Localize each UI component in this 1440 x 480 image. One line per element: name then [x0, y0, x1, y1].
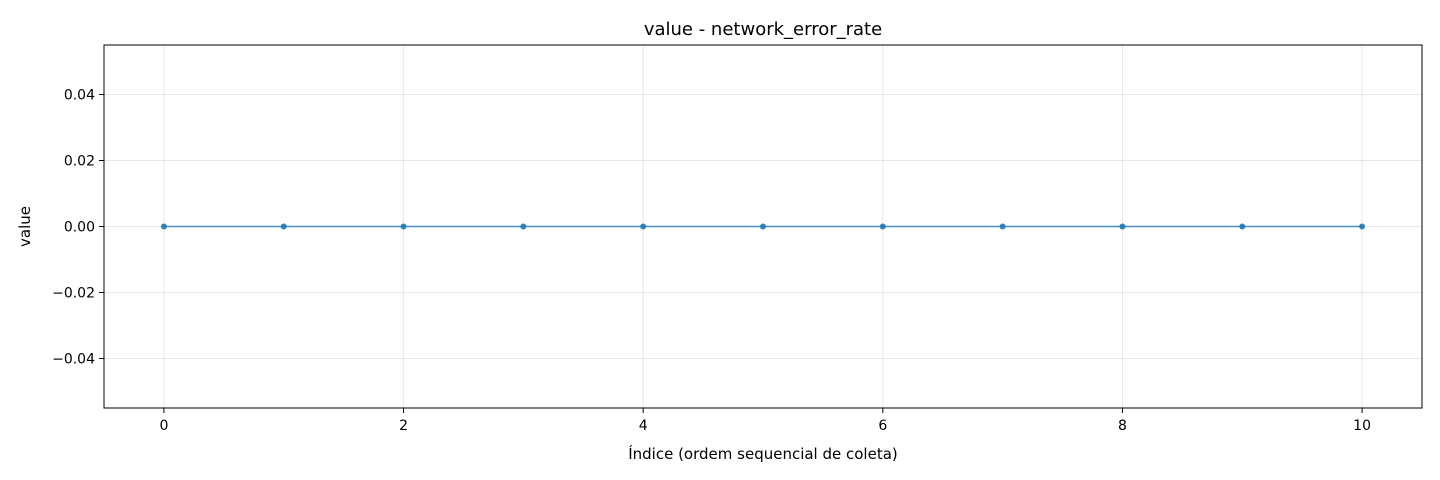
data-point [640, 223, 647, 230]
x-tick-label: 4 [639, 418, 648, 434]
data-point [760, 223, 766, 230]
data-point [879, 223, 886, 230]
data-point [160, 223, 167, 230]
data-point [400, 223, 407, 230]
chart-title: value - network_error_rate [644, 19, 882, 40]
data-point [1119, 223, 1126, 230]
data-point [520, 223, 527, 230]
x-tick-label: 2 [399, 418, 408, 434]
data-point [1359, 223, 1366, 230]
y-tick-label: −0.02 [52, 286, 95, 302]
x-tick-label: 10 [1353, 418, 1371, 434]
y-axis-label: value [16, 206, 34, 247]
data-point [999, 223, 1006, 230]
x-tick-label: 0 [159, 418, 168, 434]
ticks: 0 2 4 6 8 10 −0.04 −0.02 0.00 0.02 0.04 [52, 88, 1371, 435]
data-point [280, 223, 287, 230]
y-tick-label: 0.04 [64, 88, 95, 104]
x-tick-label: 6 [878, 418, 887, 434]
y-tick-label: 0.00 [64, 220, 95, 236]
x-tick-label: 8 [1118, 418, 1127, 434]
y-tick-label: −0.04 [52, 352, 95, 368]
x-axis-label: Índice (ordem sequencial de coleta) [628, 444, 898, 463]
data-point [1239, 223, 1246, 230]
series-layer [160, 223, 1366, 230]
y-tick-label: 0.02 [64, 154, 95, 170]
